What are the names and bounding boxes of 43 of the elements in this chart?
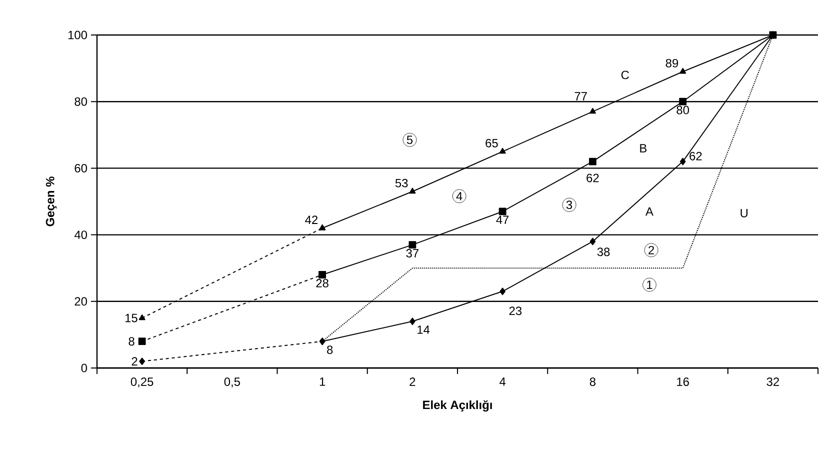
data-label: 15 bbox=[125, 314, 138, 322]
x-tick-label: 1 bbox=[320, 378, 326, 386]
data-label: 8 bbox=[327, 346, 333, 354]
annotation: 2 bbox=[648, 246, 654, 254]
data-label: 77 bbox=[574, 92, 587, 100]
series-label: C bbox=[621, 70, 629, 80]
series-label: A bbox=[645, 207, 654, 216]
data-label: 38 bbox=[597, 248, 610, 256]
x-tick-label: 4 bbox=[500, 378, 506, 386]
data-label: 62 bbox=[586, 174, 599, 182]
y-tick-label: 0 bbox=[81, 364, 88, 372]
y-tick-label: 100 bbox=[68, 30, 88, 40]
x-tick-label: 0,25 bbox=[130, 378, 154, 388]
y-tick-label: 40 bbox=[74, 230, 88, 240]
x-tick-label: 2 bbox=[410, 378, 416, 386]
y-axis-title: Geçen % bbox=[46, 176, 57, 226]
y-tick-label: 60 bbox=[74, 164, 88, 172]
annotation: 5 bbox=[406, 136, 413, 144]
data-label: 53 bbox=[395, 178, 408, 188]
x-tick-label: 0,5 bbox=[224, 378, 240, 388]
data-label: 62 bbox=[690, 152, 702, 160]
annotation: 1 bbox=[647, 280, 652, 289]
data-label: 65 bbox=[486, 138, 498, 148]
series-label: B bbox=[640, 144, 647, 152]
data-label: 14 bbox=[418, 326, 430, 334]
annotation: 3 bbox=[566, 200, 572, 210]
data-label: 37 bbox=[406, 248, 418, 258]
x-tick-label: 16 bbox=[677, 378, 689, 386]
text: U bbox=[740, 208, 748, 218]
data-label: 28 bbox=[316, 278, 328, 288]
data-label: 2 bbox=[132, 357, 138, 366]
y-tick-label: 20 bbox=[74, 297, 88, 306]
x-tick-label: 32 bbox=[766, 378, 779, 386]
x-tick-label: 8 bbox=[590, 378, 596, 386]
data-label: 42 bbox=[305, 216, 318, 224]
data-label: 89 bbox=[666, 58, 678, 68]
y-tick-label: 80 bbox=[74, 97, 88, 106]
data-label: 80 bbox=[676, 106, 689, 114]
x-axis-title: Elek Açıklığı bbox=[423, 400, 492, 412]
annotation: 4 bbox=[456, 192, 462, 200]
data-label: 8 bbox=[128, 337, 134, 346]
data-label: 47 bbox=[496, 216, 509, 224]
data-label: 23 bbox=[509, 306, 522, 316]
